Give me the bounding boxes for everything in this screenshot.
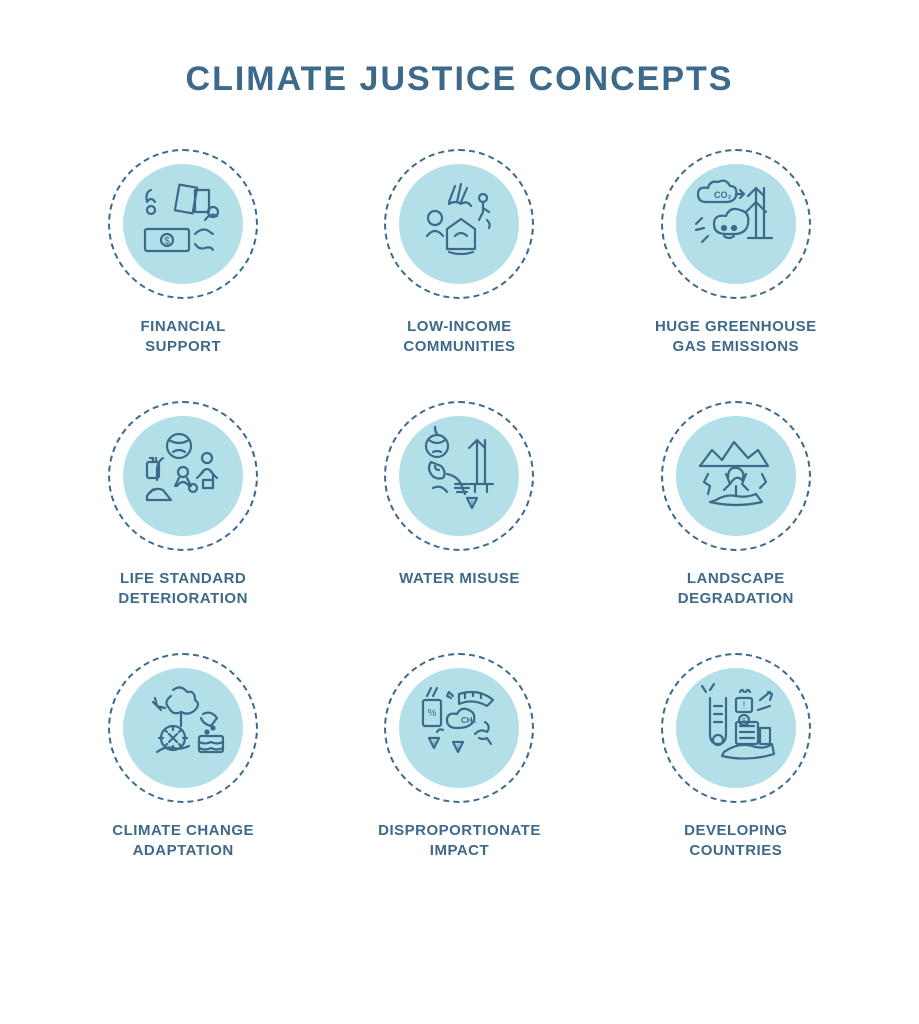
item-label: WATER MISUSE <box>399 569 520 589</box>
item-label: LOW-INCOME COMMUNITIES <box>403 317 515 356</box>
item-label: CLIMATE CHANGE ADAPTATION <box>112 821 254 860</box>
svg-text:!: ! <box>743 700 746 710</box>
item-label: DISPROPORTIONATE IMPACT <box>378 821 541 860</box>
icon-grid: $ FINANCIAL SUPPORT <box>70 149 849 860</box>
item-greenhouse-gas: CO₂ HUGE GREENHOUSE GAS EMISSIONS <box>636 149 836 356</box>
item-water-misuse: ! WATER MISUSE <box>359 401 559 608</box>
svg-text:%: % <box>428 708 437 719</box>
circle-bg: CO₂ <box>676 164 796 284</box>
circle-frame <box>108 653 258 803</box>
low-income-icon <box>409 174 509 274</box>
item-disproportionate-impact: % CH₄ ! ! <box>359 653 559 860</box>
circle-bg <box>399 164 519 284</box>
item-label: LIFE STANDARD DETERIORATION <box>118 569 248 608</box>
circle-bg <box>123 416 243 536</box>
svg-text:$: $ <box>742 718 746 725</box>
circle-frame <box>384 149 534 299</box>
item-label: HUGE GREENHOUSE GAS EMISSIONS <box>655 317 817 356</box>
circle-frame <box>661 401 811 551</box>
financial-support-icon: $ <box>133 174 233 274</box>
landscape-icon <box>686 426 786 526</box>
circle-bg <box>123 668 243 788</box>
page-title: CLIMATE JUSTICE CONCEPTS <box>70 60 849 99</box>
adaptation-icon <box>133 678 233 778</box>
svg-text:CH₄: CH₄ <box>461 716 477 725</box>
item-label: FINANCIAL SUPPORT <box>140 317 225 356</box>
circle-frame: $ <box>108 149 258 299</box>
circle-frame: ! <box>384 401 534 551</box>
item-developing-countries: ! $ DEVELOPING COUNT <box>636 653 836 860</box>
item-label: LANDSCAPE DEGRADATION <box>678 569 794 608</box>
life-standard-icon <box>133 426 233 526</box>
item-landscape-degradation: LANDSCAPE DEGRADATION <box>636 401 836 608</box>
item-label: DEVELOPING COUNTRIES <box>684 821 787 860</box>
circle-bg: ! $ <box>676 668 796 788</box>
item-climate-adaptation: CLIMATE CHANGE ADAPTATION <box>83 653 283 860</box>
item-financial-support: $ FINANCIAL SUPPORT <box>83 149 283 356</box>
circle-bg <box>676 416 796 536</box>
circle-frame: ! $ <box>661 653 811 803</box>
svg-text:$: $ <box>164 236 170 247</box>
circle-frame: CO₂ <box>661 149 811 299</box>
developing-icon: ! $ <box>686 678 786 778</box>
circle-frame: % CH₄ ! ! <box>384 653 534 803</box>
impact-icon: % CH₄ ! ! <box>409 678 509 778</box>
circle-bg: % CH₄ ! ! <box>399 668 519 788</box>
co2-emissions-icon: CO₂ <box>686 174 786 274</box>
svg-text:!: ! <box>457 743 459 752</box>
svg-text:!: ! <box>471 498 474 508</box>
svg-text:CO₂: CO₂ <box>714 190 732 200</box>
infographic-container: CLIMATE JUSTICE CONCEPTS $ <box>0 0 919 900</box>
circle-bg: $ <box>123 164 243 284</box>
circle-frame <box>108 401 258 551</box>
svg-text:!: ! <box>433 739 435 748</box>
item-life-standard: LIFE STANDARD DETERIORATION <box>83 401 283 608</box>
water-misuse-icon: ! <box>409 426 509 526</box>
circle-bg: ! <box>399 416 519 536</box>
item-low-income-communities: LOW-INCOME COMMUNITIES <box>359 149 559 356</box>
